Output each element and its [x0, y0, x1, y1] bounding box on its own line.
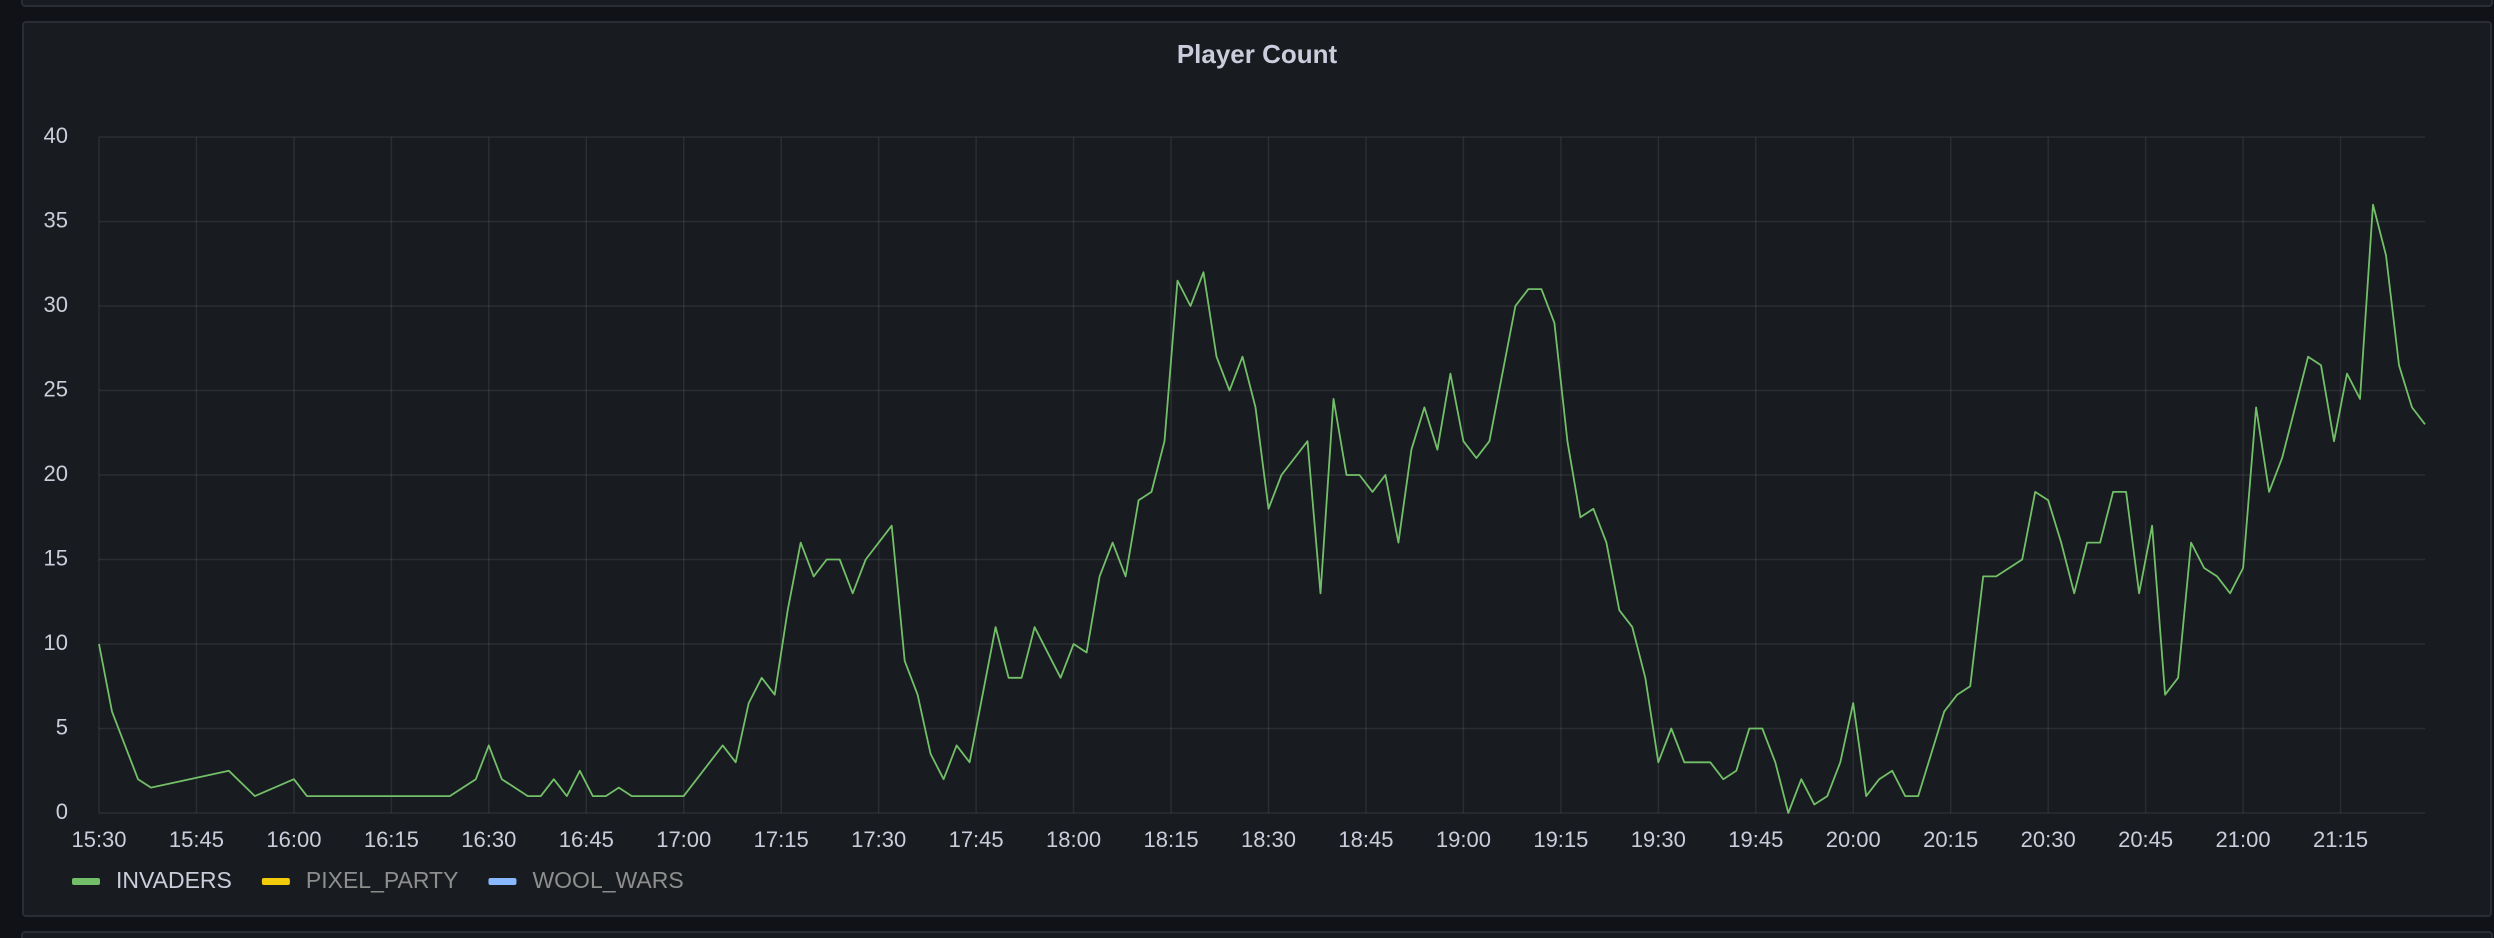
- y-tick-label: 30: [44, 292, 68, 317]
- x-tick-label: 17:45: [949, 827, 1004, 852]
- x-tick-label: 20:30: [2021, 827, 2076, 852]
- x-tick-label: 18:00: [1046, 827, 1101, 852]
- y-tick-label: 35: [44, 207, 68, 232]
- x-tick-label: 16:15: [364, 827, 419, 852]
- legend-swatch[interactable]: [488, 878, 517, 885]
- x-tick-label: 18:30: [1241, 827, 1296, 852]
- x-tick-label: 18:45: [1338, 827, 1393, 852]
- x-tick-label: 19:15: [1533, 827, 1588, 852]
- x-tick-label: 16:45: [559, 827, 614, 852]
- panel-below: [21, 931, 2493, 938]
- panel-above: [21, 0, 2493, 7]
- x-tick-label: 20:45: [2118, 827, 2173, 852]
- legend-swatch[interactable]: [72, 878, 100, 885]
- legend-swatch[interactable]: [261, 878, 290, 885]
- x-tick-label: 21:00: [2216, 827, 2271, 852]
- x-tick-label: 16:00: [266, 827, 321, 852]
- x-tick-label: 20:00: [1826, 827, 1881, 852]
- y-tick-label: 15: [44, 545, 68, 570]
- x-tick-label: 19:30: [1631, 827, 1686, 852]
- y-tick-label: 40: [44, 123, 68, 148]
- legend-label[interactable]: PIXEL_PARTY: [306, 867, 459, 893]
- y-tick-label: 10: [44, 630, 68, 655]
- x-tick-label: 16:30: [461, 827, 516, 852]
- x-tick-label: 15:45: [169, 827, 224, 852]
- x-tick-label: 19:45: [1728, 827, 1783, 852]
- panel: [22, 21, 2492, 917]
- x-tick-label: 19:00: [1436, 827, 1491, 852]
- legend-label[interactable]: INVADERS: [116, 867, 232, 893]
- x-tick-label: 21:15: [2313, 827, 2368, 852]
- x-tick-label: 17:30: [851, 827, 906, 852]
- series-line: [98, 203, 2426, 814]
- legend-label[interactable]: WOOL_WARS: [532, 867, 683, 893]
- x-tick-label: 17:00: [656, 827, 711, 852]
- panel-title: Player Count: [1177, 39, 1338, 69]
- y-tick-label: 0: [56, 799, 68, 824]
- y-tick-label: 20: [44, 461, 68, 486]
- y-tick-label: 25: [44, 376, 68, 401]
- x-tick-label: 18:15: [1144, 827, 1199, 852]
- x-tick-label: 15:30: [71, 827, 126, 852]
- y-tick-label: 5: [56, 714, 68, 739]
- x-tick-label: 20:15: [1923, 827, 1978, 852]
- x-tick-label: 17:15: [754, 827, 809, 852]
